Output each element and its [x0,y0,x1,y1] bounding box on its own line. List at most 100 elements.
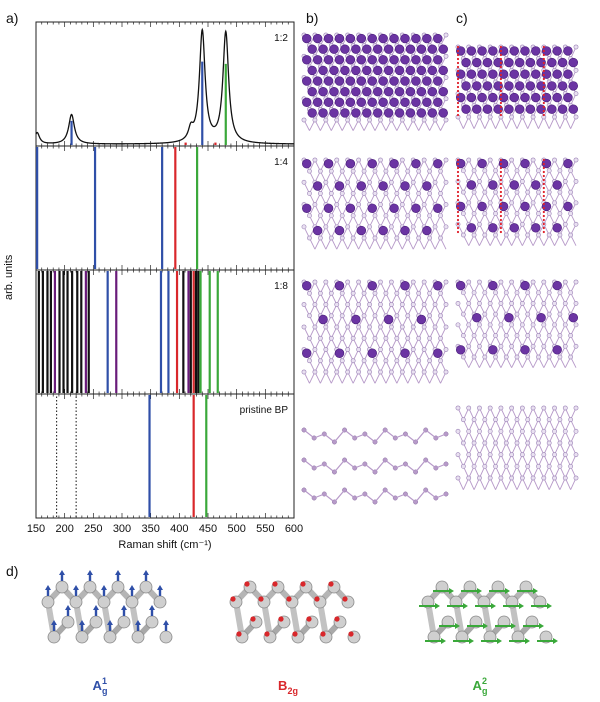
p-atom [546,189,552,195]
k-atom [466,92,477,103]
p-atom [416,213,422,219]
dopant-dot [542,190,545,194]
p-atom [345,117,351,123]
k-atom [345,159,356,169]
k-atom [541,69,552,79]
p-atom [487,452,493,458]
p-atom [345,302,351,307]
p-atom [477,114,482,120]
k-atom [422,97,432,107]
p-atom [493,311,498,317]
p-atom [487,301,493,306]
p-atom [525,463,531,469]
dopant-dot [456,113,460,117]
p-atom [562,322,568,328]
k-atom [477,92,487,103]
p-atom [125,595,139,609]
dopant-dot [456,81,460,85]
p-atom [372,168,378,174]
p-atom [367,117,372,123]
k-atom [461,104,471,114]
p-atom [301,324,307,330]
p-atom [345,369,351,375]
p-atom [345,347,351,352]
k-atom [488,69,498,79]
k-atom [373,86,383,97]
arrow-head [93,605,99,610]
p-atom [519,428,525,434]
k-atom [411,203,421,213]
k-atom [345,55,356,65]
k-atom [438,108,448,118]
k-atom [373,108,383,118]
p-atom [530,200,536,206]
p-atom [519,475,525,481]
p-atom [573,475,579,481]
p-atom [394,213,400,219]
p-atom [541,322,547,328]
k-atom [427,108,438,118]
k-atom [466,180,477,190]
p-atom [438,235,443,241]
p-atom [55,580,69,594]
displacement-dot [300,581,306,587]
p-atom [334,302,340,307]
dopant-dot [542,198,545,202]
p-atom [405,358,411,364]
p-atom [455,322,461,328]
arrow-head [115,570,121,575]
spectrum-panel: 1:2 [35,22,295,146]
dopant-dot [499,89,503,93]
p-atom [493,354,498,360]
k-atom [466,46,477,56]
k-atom [498,158,509,169]
k-atom [433,281,443,291]
p-atom [421,324,427,330]
p-atom [514,232,520,238]
dopant-dot [499,170,503,174]
p-atom [139,580,153,594]
p-atom [399,117,405,123]
p-atom [334,369,340,375]
k-atom [498,69,509,79]
k-atom [536,57,546,68]
dopant-dot [542,45,545,49]
p-atom [427,358,433,364]
dopant-dot [499,65,503,69]
k-atom [498,46,509,56]
k-atom [482,104,493,114]
p-atom [416,235,422,241]
structure-lattice [455,157,579,246]
k-atom [411,159,421,169]
p-atom [557,463,563,469]
dopant-dot [499,77,503,81]
p-atom [356,347,362,352]
k-atom [422,33,432,44]
p-atom [514,211,520,216]
dopant-dot [542,69,545,73]
arrow-head [101,585,107,590]
panel-ratio-label: 1:2 [274,33,288,44]
dopant-dot [542,186,545,190]
p-atom [552,157,557,163]
p-atom [530,475,536,481]
p-atom [573,221,579,227]
p-atom [460,463,466,469]
dopant-dot [456,158,460,162]
x-tick-label: 200 [55,523,73,535]
raman-plot: 1:2 1:4 1:8 pristine BP 150 200 250 300 350 400 45… [27,21,303,551]
k-atom [422,55,432,65]
p-atom [562,452,568,458]
k-atom [362,44,372,54]
p-atom [443,347,449,352]
k-atom [427,86,438,97]
k-atom [477,69,487,79]
k-atom [520,201,530,212]
dopant-dot [499,61,503,65]
p-atom [536,168,541,174]
p-atom [367,369,372,375]
k-atom [367,348,377,358]
p-atom [525,211,531,216]
k-atom [329,65,339,76]
p-atom [159,630,173,644]
